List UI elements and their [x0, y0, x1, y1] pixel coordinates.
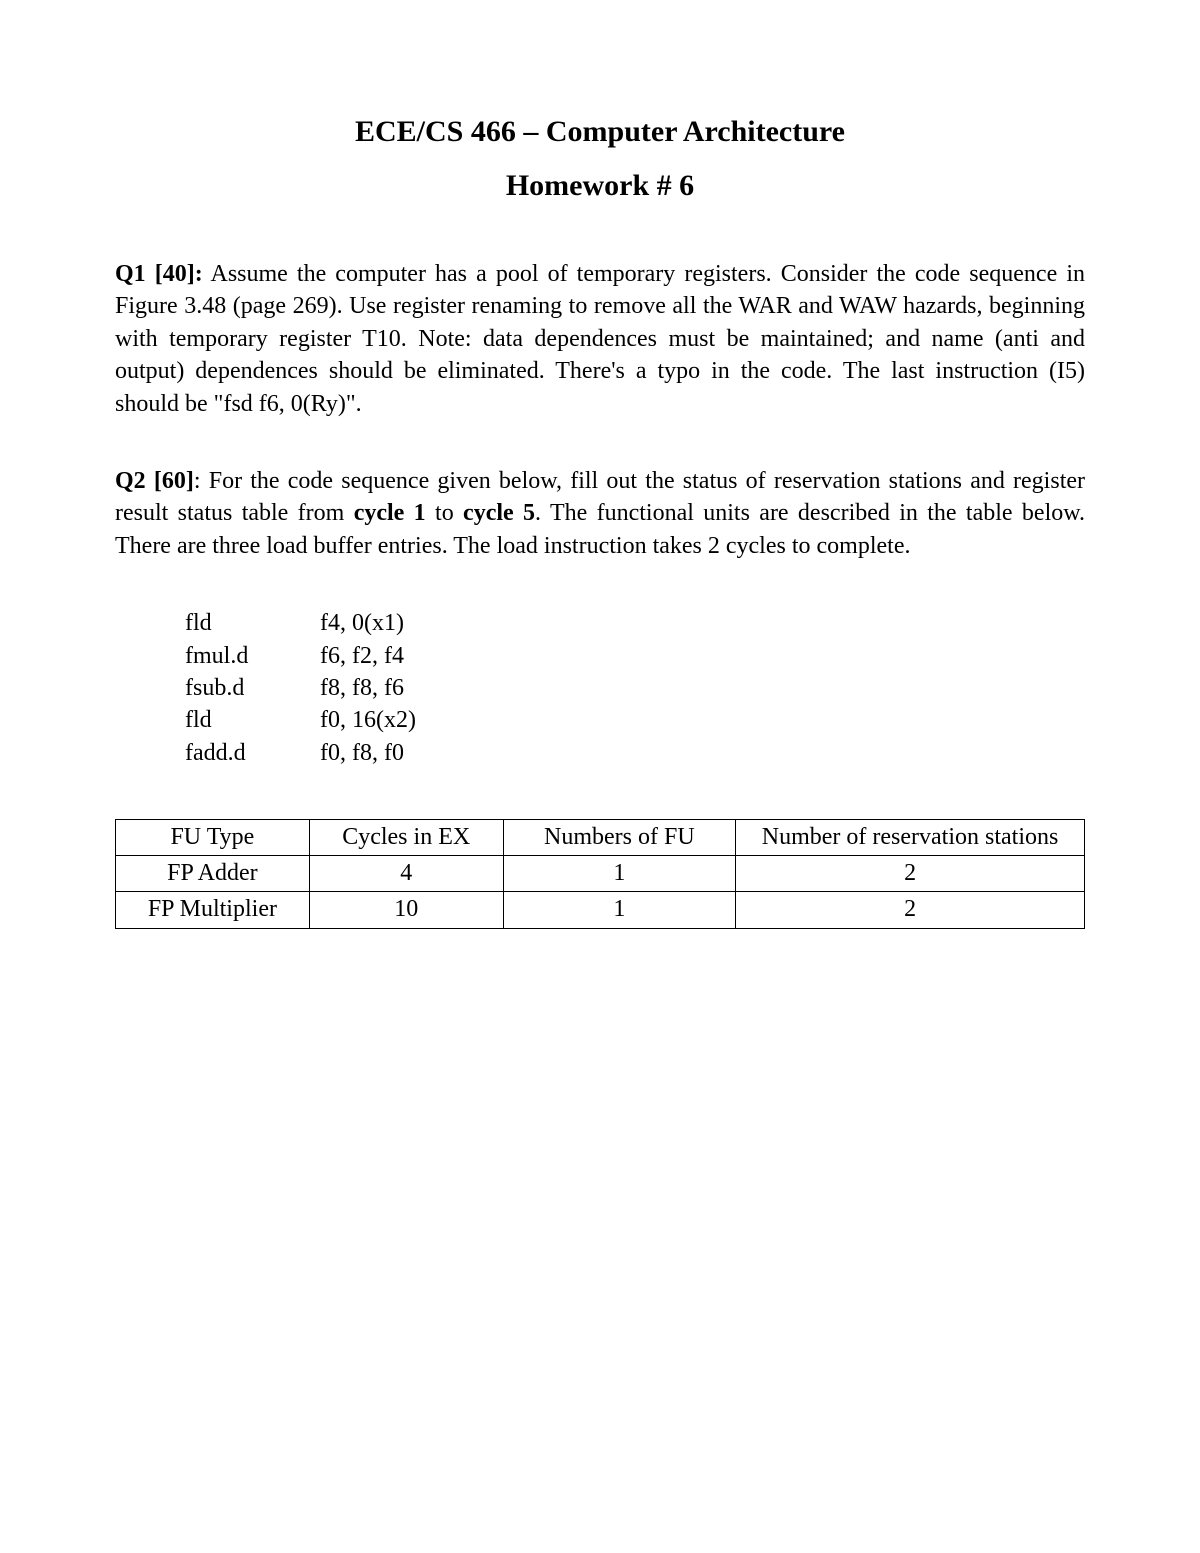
q2-text-mid: to [426, 500, 463, 526]
functional-units-table: FU Type Cycles in EX Numbers of FU Numbe… [115, 819, 1085, 929]
code-args: f4, 0(x1) [320, 607, 404, 639]
code-args: f8, f8, f6 [320, 672, 404, 704]
page-subtitle: Homework # 6 [115, 169, 1085, 203]
question-1: Q1 [40]: Assume the computer has a pool … [115, 258, 1085, 420]
code-op: fld [185, 607, 320, 639]
code-row: fld f0, 16(x2) [185, 704, 1085, 736]
q2-bold-cycle1: cycle 1 [354, 500, 426, 526]
code-args: f6, f2, f4 [320, 640, 404, 672]
code-args: f0, f8, f0 [320, 737, 404, 769]
table-header-cell: Number of reservation stations [736, 820, 1085, 856]
table-cell: FP Adder [116, 856, 310, 892]
code-op: fsub.d [185, 672, 320, 704]
table-header-cell: FU Type [116, 820, 310, 856]
table-cell: 1 [503, 892, 736, 928]
code-op: fadd.d [185, 737, 320, 769]
table-cell: 10 [309, 892, 503, 928]
q1-text: Assume the computer has a pool of tempor… [115, 261, 1085, 417]
code-args: f0, 16(x2) [320, 704, 416, 736]
table-cell: FP Multiplier [116, 892, 310, 928]
table-row: FP Adder 4 1 2 [116, 856, 1085, 892]
code-row: fsub.d f8, f8, f6 [185, 672, 1085, 704]
code-row: fmul.d f6, f2, f4 [185, 640, 1085, 672]
table-cell: 2 [736, 892, 1085, 928]
q2-label: Q2 [60] [115, 468, 194, 494]
code-row: fld f4, 0(x1) [185, 607, 1085, 639]
table-cell: 2 [736, 856, 1085, 892]
q2-bold-cycle5: cycle 5 [463, 500, 535, 526]
code-op: fld [185, 704, 320, 736]
table-header-cell: Cycles in EX [309, 820, 503, 856]
page-title: ECE/CS 466 – Computer Architecture [115, 115, 1085, 149]
table-header-cell: Numbers of FU [503, 820, 736, 856]
table-row: FP Multiplier 10 1 2 [116, 892, 1085, 928]
q1-label: Q1 [40]: [115, 261, 203, 287]
table-cell: 1 [503, 856, 736, 892]
code-row: fadd.d f0, f8, f0 [185, 737, 1085, 769]
question-2: Q2 [60]: For the code sequence given bel… [115, 465, 1085, 562]
table-cell: 4 [309, 856, 503, 892]
table-header-row: FU Type Cycles in EX Numbers of FU Numbe… [116, 820, 1085, 856]
code-op: fmul.d [185, 640, 320, 672]
code-sequence: fld f4, 0(x1) fmul.d f6, f2, f4 fsub.d f… [185, 607, 1085, 769]
